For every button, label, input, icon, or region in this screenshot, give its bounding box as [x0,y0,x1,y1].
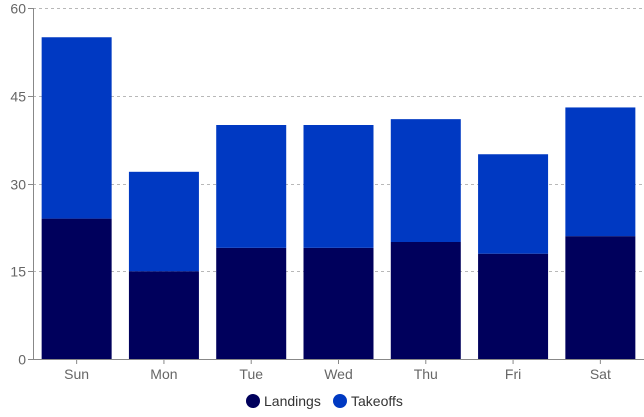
bar-takeoffs-sat[interactable] [565,107,636,237]
axis-layer: 0 15 30 45 60 Sun Mon Tue Wed Thu Fri Sat [10,1,644,382]
y-tick-label: 45 [10,89,26,105]
x-tick-label: Tue [239,366,263,382]
bar-takeoffs-tue[interactable] [216,125,287,248]
x-tick-label: Sat [590,366,611,382]
bar-takeoffs-thu[interactable] [390,119,461,242]
bar-landings-sat[interactable] [565,236,636,359]
bar-takeoffs-wed[interactable] [303,125,374,248]
x-tick-label: Thu [414,366,438,382]
bar-takeoffs-mon[interactable] [128,171,199,272]
bar-landings-wed[interactable] [303,247,374,359]
x-tick-label: Sun [64,366,89,382]
bar-takeoffs-sun[interactable] [41,37,112,219]
y-tick-label: 30 [10,177,26,193]
bar-landings-thu[interactable] [390,242,461,359]
x-tick-label: Fri [505,366,521,382]
bar-landings-sun[interactable] [41,218,112,359]
y-tick-label: 0 [18,352,26,368]
legend-item-takeoffs[interactable]: Takeoffs [333,393,403,409]
bar-landings-mon[interactable] [128,271,199,359]
y-tick-label: 15 [10,264,26,280]
legend: Landings Takeoffs [246,393,403,409]
legend-label: Landings [264,393,321,409]
legend-label: Takeoffs [351,393,403,409]
x-tick-label: Wed [324,366,353,382]
y-tick-label: 60 [10,1,26,17]
bar-takeoffs-fri[interactable] [478,154,549,254]
legend-swatch [246,394,260,408]
x-tick-label: Mon [150,366,177,382]
legend-swatch [333,394,347,408]
bar-layer [41,37,636,359]
legend-item-landings[interactable]: Landings [246,393,321,409]
bar-landings-fri[interactable] [478,253,549,359]
bar-landings-tue[interactable] [216,247,287,359]
